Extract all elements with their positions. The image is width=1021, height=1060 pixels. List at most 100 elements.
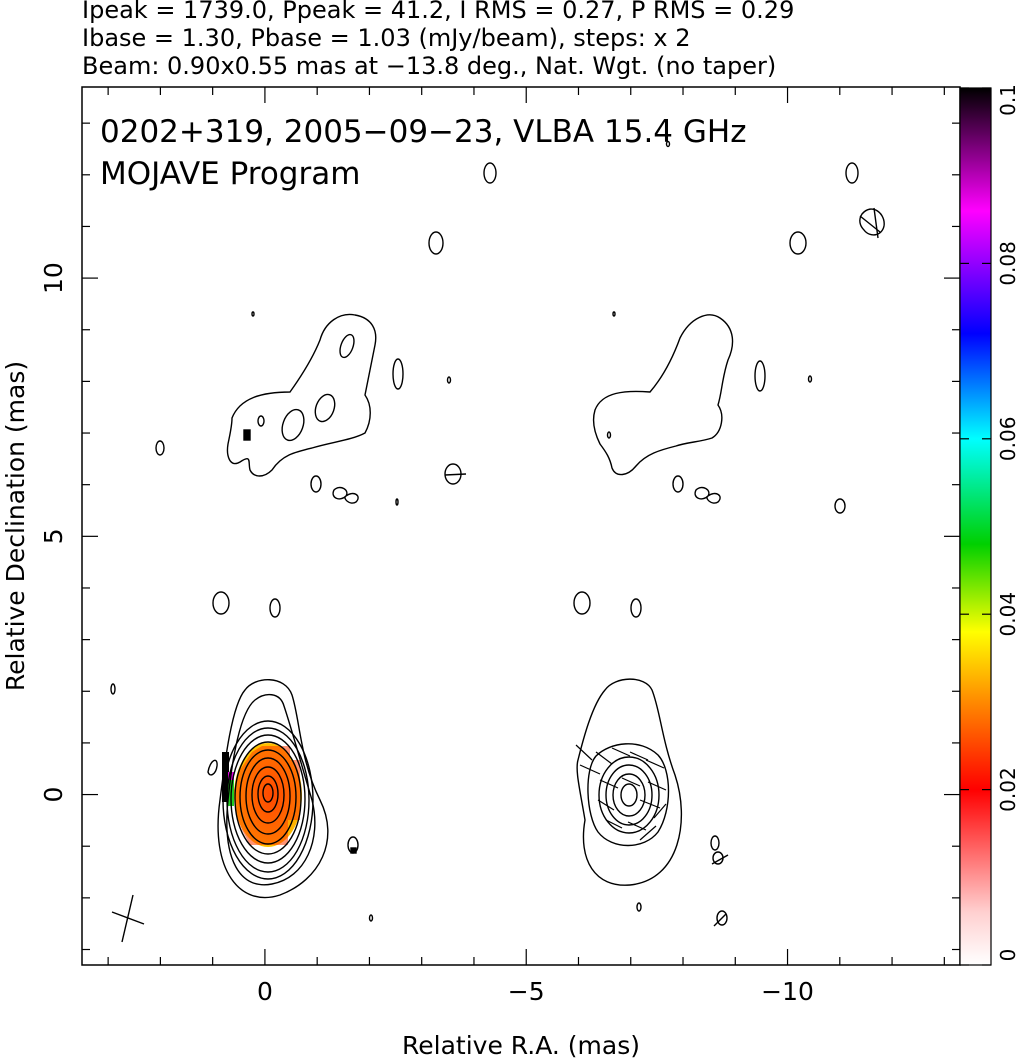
- core-contour-8: [245, 757, 291, 835]
- evpa-vector: [629, 751, 649, 761]
- pnoise-blob-1: [606, 431, 612, 439]
- chart-title: 0202+319, 2005−09−23, VLBA 15.4 GHz: [100, 114, 746, 150]
- core-side-blob: [207, 759, 218, 776]
- jet-blob-1: [281, 408, 305, 442]
- y-tick-label: 0: [39, 787, 68, 803]
- pnoise-blob-9: [859, 208, 885, 236]
- pnoise-blob-2: [754, 360, 766, 392]
- y-tick-label: 5: [39, 528, 68, 544]
- y-axis-label: Relative Declination (mas): [1, 361, 30, 691]
- plot-frame: [81, 86, 961, 966]
- pnoise-blob-15: [716, 910, 728, 926]
- core-contour-5: [230, 734, 306, 864]
- jet-pol-mark: [243, 429, 251, 441]
- pnoise-tick-4: [713, 913, 727, 927]
- pnoise-blob-4: [694, 486, 721, 504]
- pcore-contour-3: [598, 756, 660, 834]
- pnoise-blob-8: [845, 162, 859, 184]
- noise-blob-3: [155, 440, 165, 456]
- core-contour-6: [234, 741, 302, 855]
- noise-blob-13: [251, 311, 255, 317]
- evpa-vector: [621, 777, 641, 787]
- noise-tick-1: [444, 473, 467, 476]
- evpa-vector: [647, 781, 667, 791]
- pcore-contour-6: [620, 783, 638, 807]
- colorbar-tick-label: 0.04: [996, 592, 1020, 637]
- left-core: [207, 679, 329, 899]
- core-contour-10: [257, 775, 279, 813]
- core-contour-4: [226, 727, 310, 873]
- x-tick-label: −5: [508, 977, 545, 1006]
- colorbar: [959, 87, 992, 966]
- pnoise-blob-7: [789, 231, 807, 255]
- jet-blob-5: [392, 358, 404, 390]
- pnoise-blob-16: [636, 902, 642, 912]
- x-tick-label: 0: [257, 977, 273, 1006]
- pnoise-tick-2: [873, 207, 879, 239]
- noise-blob-15: [665, 140, 671, 148]
- header-line-3: Beam: 0.90x0.55 mas at −13.8 deg., Nat. …: [82, 52, 776, 80]
- evpa-vector: [597, 799, 615, 811]
- evpa-vector: [645, 759, 665, 769]
- beam-marker: [111, 894, 145, 943]
- pnoise-tick-3: [711, 854, 729, 865]
- evpa-vector: [627, 821, 647, 831]
- header-line-1: Ipeak = 1739.0, Ppeak = 41.2, I RMS = 0.…: [82, 0, 794, 24]
- colorbar-tick-label: 0.06: [996, 417, 1020, 462]
- pnoise-blob-10: [834, 498, 846, 514]
- pnoise-blob-3: [672, 475, 684, 493]
- noise-blob-11: [368, 914, 374, 922]
- jet-blob-4: [257, 415, 265, 427]
- core-contour-9: [251, 766, 285, 824]
- jet-blob-3: [339, 333, 355, 359]
- pcore-contour-5: [612, 773, 646, 817]
- x-tick-label: −10: [761, 977, 814, 1006]
- y-tick-label: 10: [39, 262, 68, 294]
- core-contour-7: [239, 749, 297, 845]
- noise-blob-1: [310, 475, 322, 493]
- evpa-vector: [605, 819, 623, 829]
- colorbar-tick-label: 0.08: [996, 241, 1020, 286]
- noise-blob-12: [446, 376, 452, 384]
- core-contour-3: [222, 720, 314, 880]
- jet-blob-2: [314, 393, 336, 423]
- pjet-outer-contour: [592, 314, 734, 476]
- axis-ticks: 0 −5 −10 0 5 10: [39, 87, 960, 1006]
- beam-minor: [111, 911, 145, 925]
- evpa-vector: [579, 764, 601, 775]
- noise-blob-2: [332, 486, 359, 504]
- header-line-2: Ibase = 1.30, Pbase = 1.03 (mJy/beam), s…: [82, 24, 691, 52]
- colorbar-tick-label: 0.1: [996, 84, 1020, 116]
- noise-blob-7: [269, 598, 281, 618]
- evpa-vector: [653, 803, 667, 819]
- right-core: [575, 678, 683, 886]
- pcore-contour-2: [587, 743, 670, 847]
- pcore-outer-contour: [576, 678, 683, 886]
- pcore-contour-4: [605, 764, 653, 826]
- pnoise-blob-13: [710, 835, 720, 851]
- evpa-vectors: [575, 744, 667, 841]
- core-contour-11: [262, 783, 274, 803]
- evpa-vector: [595, 751, 613, 765]
- evpa-vector: [611, 747, 631, 757]
- chart-subtitle: MOJAVE Program: [100, 156, 360, 192]
- colorbar-tick-label: 0: [996, 949, 1020, 962]
- noise-blob-14: [395, 498, 399, 506]
- evpa-vector: [575, 744, 593, 761]
- colorbar-ticks: 0 0.02 0.04 0.06 0.08 0.1: [960, 84, 1020, 966]
- pnoise-blob-6: [630, 598, 642, 618]
- core-contour-2: [226, 693, 316, 886]
- x-axis-label: Relative R.A. (mas): [402, 1031, 640, 1060]
- pnoise-blob-5: [573, 591, 591, 615]
- core-outer-contour: [217, 679, 329, 899]
- noise-blob-8: [110, 683, 116, 695]
- noise-blob-4: [428, 231, 444, 255]
- jet-outer-contour: [226, 313, 377, 477]
- left-jet: [110, 140, 671, 922]
- noise-mark-1: [350, 847, 357, 854]
- evpa-vector: [639, 825, 657, 841]
- pnoise-blob-12: [612, 311, 616, 317]
- noise-blob-6: [212, 591, 230, 615]
- pnoise-blob-11: [807, 375, 813, 383]
